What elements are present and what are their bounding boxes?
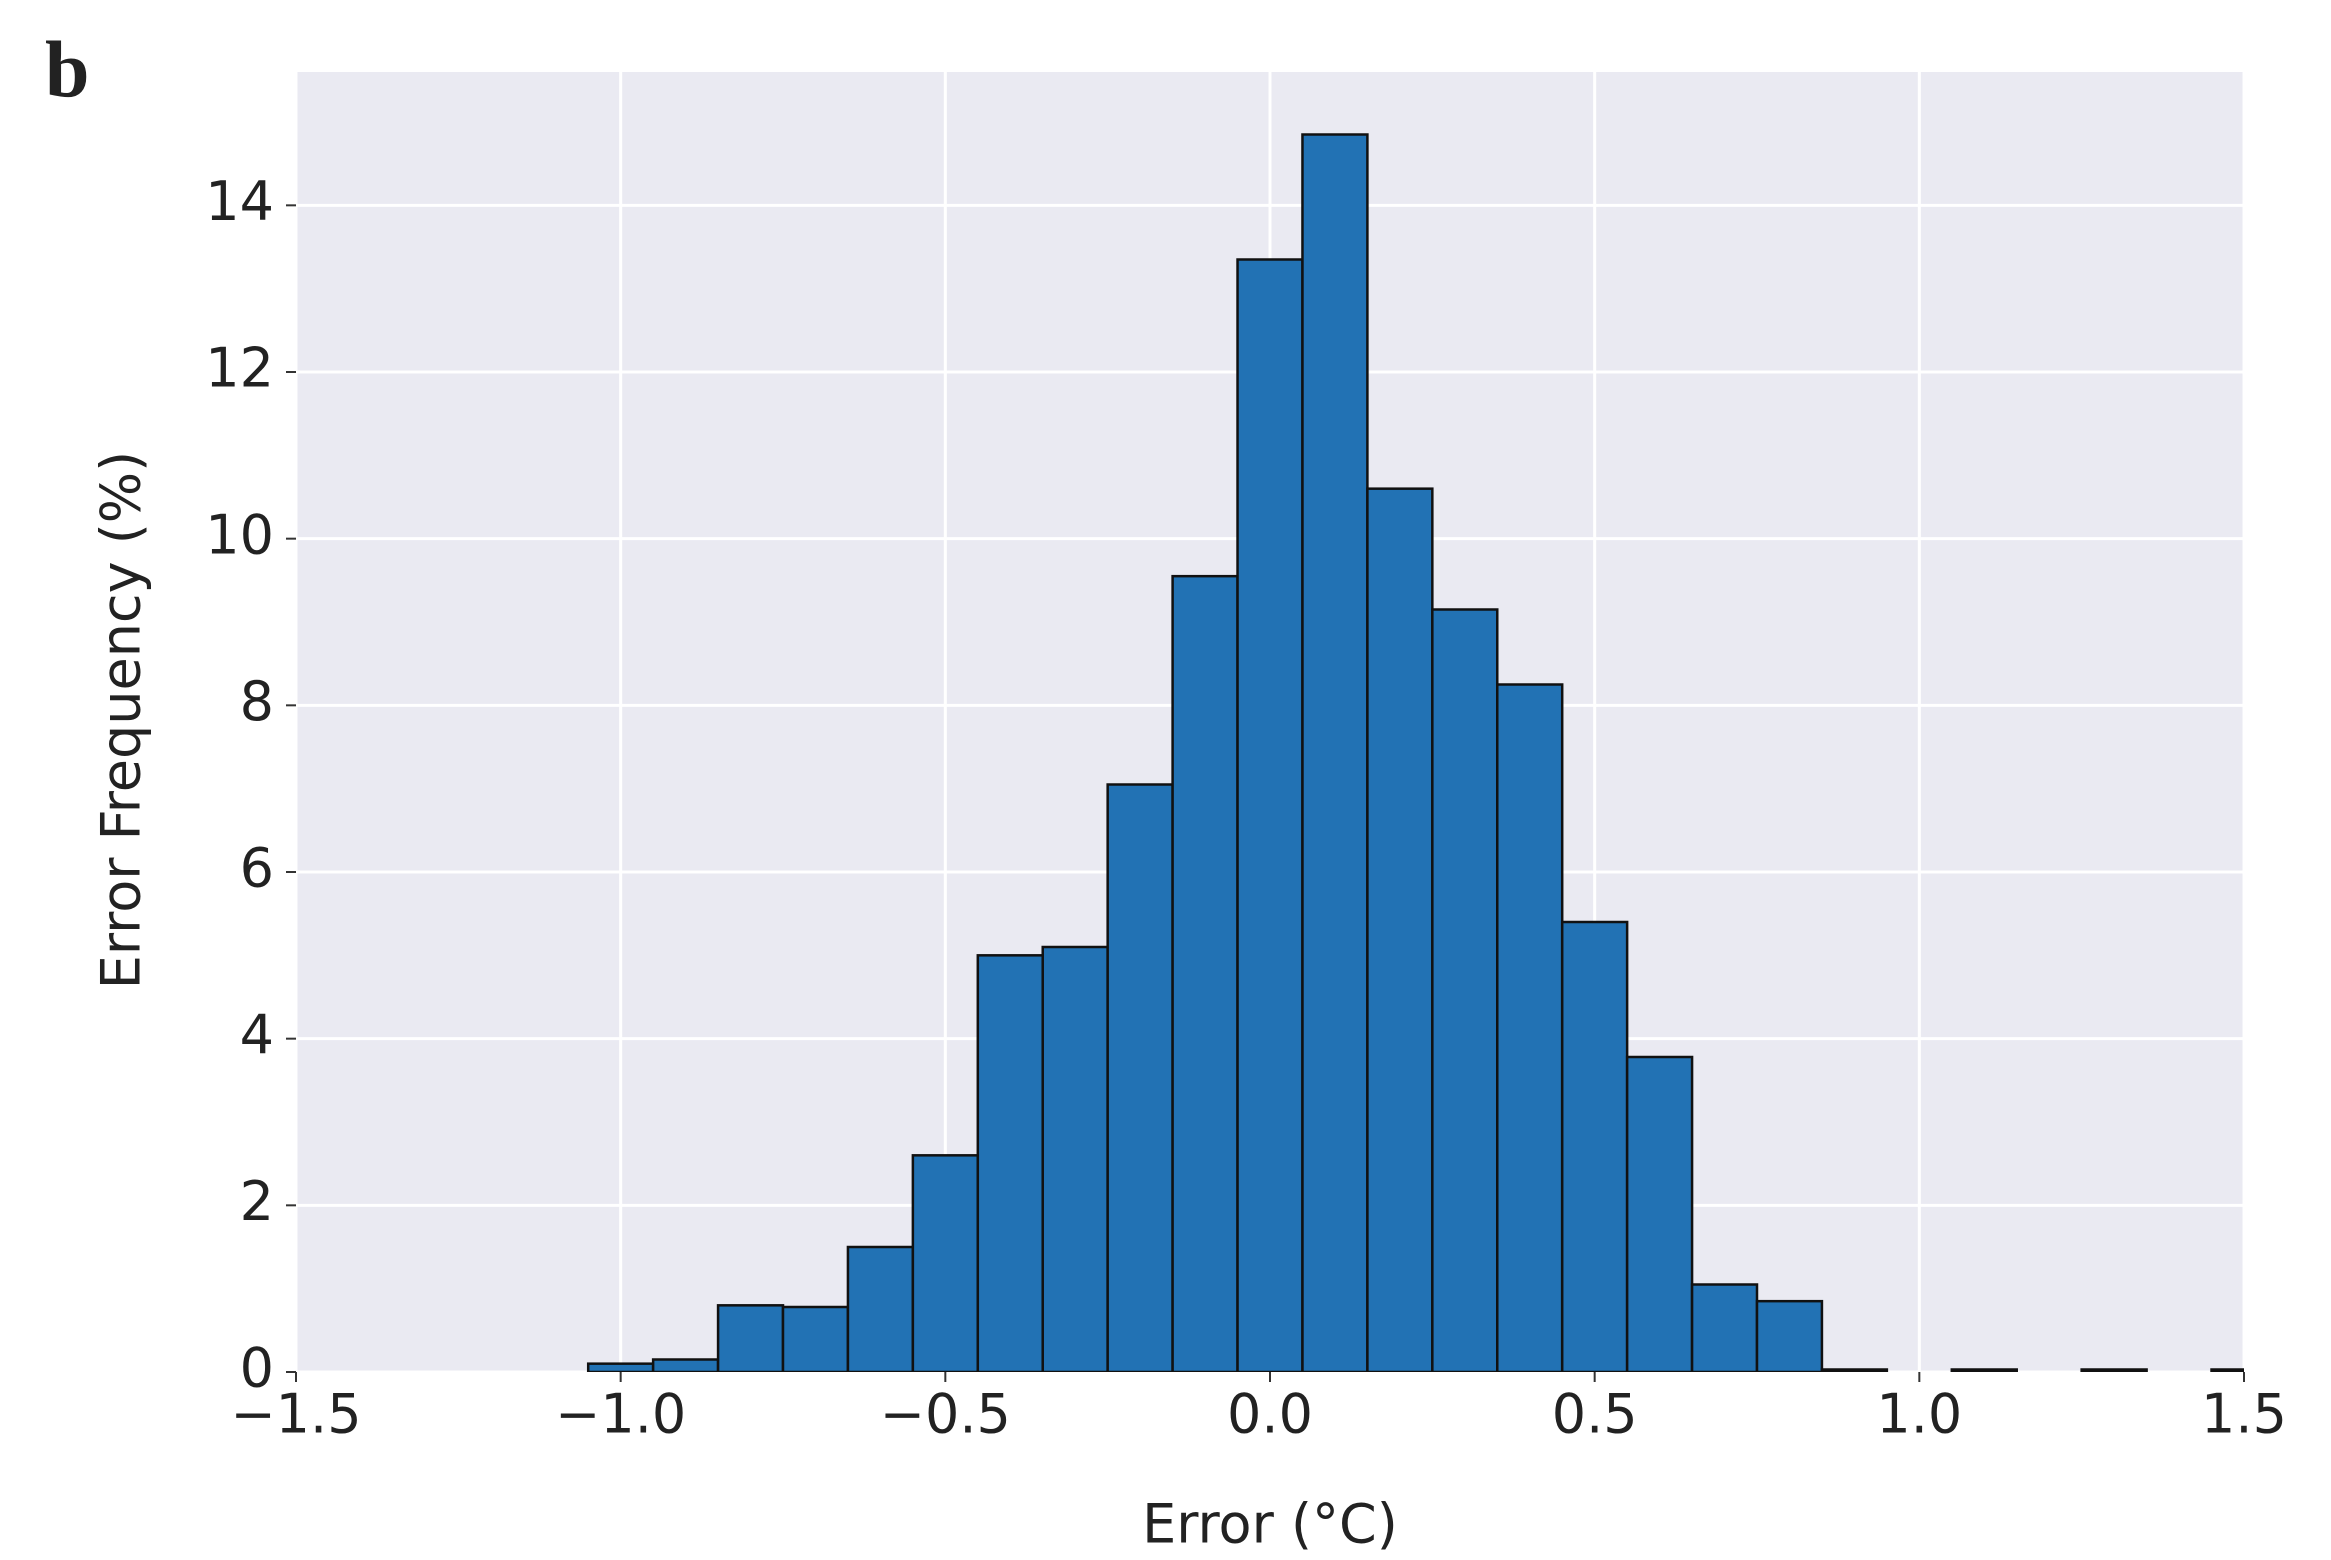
y-tick-label: 12 (205, 337, 274, 400)
bar (976, 954, 1044, 1372)
y-tick-label: 6 (240, 837, 274, 900)
x-tick-label: 1.0 (1876, 1383, 1962, 1446)
bar (716, 1304, 785, 1372)
bar (586, 1362, 655, 1372)
bar (651, 1358, 720, 1372)
y-tick-label: 2 (240, 1170, 274, 1233)
bar (1301, 133, 1369, 1372)
y-tick-label: 4 (240, 1003, 274, 1066)
bars (586, 133, 2244, 1372)
x-tick-label: −1.5 (230, 1383, 361, 1446)
bar (2080, 1368, 2148, 1372)
y-tick-label: 0 (240, 1337, 274, 1400)
bar (1431, 608, 1499, 1372)
y-tick-label: 8 (240, 670, 274, 733)
bar (1690, 1283, 1759, 1372)
x-tick-label: −1.0 (555, 1383, 686, 1446)
bar (1366, 487, 1434, 1372)
bar (781, 1305, 850, 1372)
bar (1950, 1368, 2018, 1372)
bar (846, 1245, 915, 1372)
bar (1171, 574, 1239, 1372)
bar (1820, 1368, 1889, 1372)
bar (911, 1154, 980, 1372)
y-axis-title: Error Frequency (%) (90, 451, 153, 989)
y-tick-label: 14 (205, 170, 274, 233)
bar (1106, 783, 1174, 1372)
x-axis-title: Error (°C) (1142, 1493, 1398, 1556)
bar (1755, 1299, 1824, 1372)
bar (2210, 1368, 2244, 1372)
x-tick-label: 0.5 (1552, 1383, 1638, 1446)
bar (1560, 920, 1629, 1372)
bar (1625, 1055, 1694, 1372)
y-tick-label: 10 (205, 503, 274, 566)
bar (1496, 683, 1564, 1372)
x-tick-label: 1.5 (2201, 1383, 2287, 1446)
panel-label: b (45, 26, 90, 114)
bar (1041, 945, 1109, 1372)
bar (1236, 258, 1304, 1372)
x-tick-label: −0.5 (880, 1383, 1011, 1446)
x-tick-label: 0.0 (1227, 1383, 1313, 1446)
